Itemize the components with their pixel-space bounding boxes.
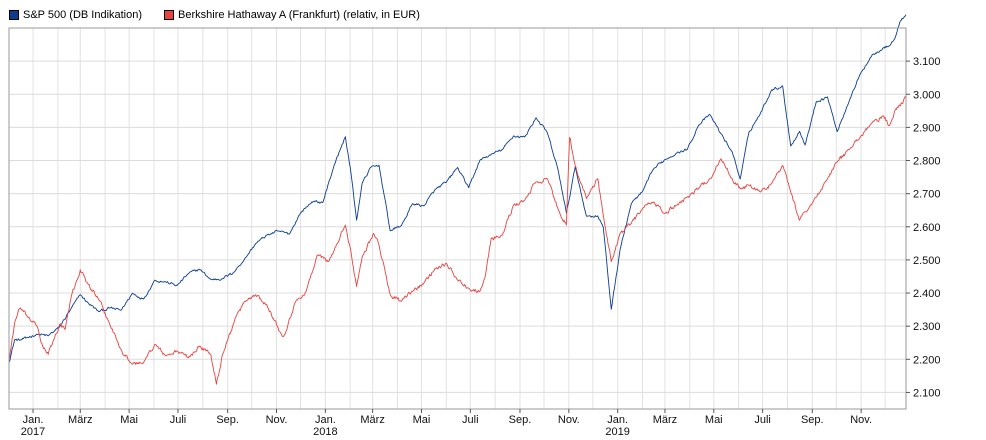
legend-item-sp500[interactable]: S&P 500 (DB Indikation)	[9, 9, 142, 21]
x-tick-label: Jan.	[23, 414, 44, 426]
y-tick-label: 2.300	[913, 321, 941, 333]
y-tick-label: 3.100	[913, 56, 941, 68]
x-tick-label: Nov.	[850, 414, 872, 426]
series-line-sp500	[8, 14, 907, 363]
series-line-berkshire	[8, 96, 907, 385]
x-tick-label: Juli	[754, 414, 771, 426]
x-tick-label: Jan.	[607, 414, 628, 426]
x-tick-year-label: 2017	[21, 426, 45, 438]
x-tick-label: Nov.	[558, 414, 580, 426]
series-lines	[8, 14, 907, 385]
x-tick-label: März	[360, 414, 384, 426]
plot-frame	[8, 27, 907, 410]
y-tick-label: 2.100	[913, 387, 941, 399]
y-tick-label: 2.400	[913, 288, 941, 300]
x-tick-label: Juli	[462, 414, 479, 426]
legend-item-berkshire[interactable]: Berkshire Hathaway A (Frankfurt) (relati…	[164, 9, 420, 21]
x-tick-year-label: 2019	[605, 426, 629, 438]
y-tick-label: 2.700	[913, 189, 941, 201]
x-tick-label: Mai	[705, 414, 723, 426]
x-tick-label: Jan.	[315, 414, 336, 426]
legend-swatch-berkshire	[164, 10, 175, 20]
x-tick-label: Mai	[120, 414, 138, 426]
x-tick-label: Sep.	[801, 414, 824, 426]
y-axis-ticks: 2.100 2.200 2.300 2.400 2.500 2.600 2.700 2.800…	[906, 56, 941, 399]
x-tick-label: Sep.	[509, 414, 532, 426]
y-tick-label: 2.600	[913, 222, 941, 234]
legend-label-sp500: S&P 500 (DB Indikation)	[23, 9, 143, 21]
x-tick-label: März	[653, 414, 677, 426]
x-tick-label: März	[68, 414, 92, 426]
x-tick-label: Juli	[170, 414, 187, 426]
legend-swatch-sp500	[9, 10, 19, 20]
y-tick-label: 2.900	[913, 122, 941, 134]
y-tick-label: 2.500	[913, 255, 941, 267]
plot-area-border	[8, 27, 907, 410]
x-tick-label: Sep.	[216, 414, 239, 426]
x-tick-label: Mai	[413, 414, 431, 426]
y-tick-label: 2.800	[913, 156, 941, 168]
y-tick-label: 3.000	[913, 89, 941, 101]
legend-label-berkshire: Berkshire Hathaway A (Frankfurt) (relati…	[178, 9, 420, 21]
gridlines	[9, 28, 906, 409]
y-tick-label: 2.200	[913, 354, 941, 366]
legend: S&P 500 (DB Indikation) Berkshire Hathaw…	[9, 8, 442, 22]
x-tick-year-label: 2018	[313, 426, 337, 438]
x-tick-label: Nov.	[266, 414, 288, 426]
